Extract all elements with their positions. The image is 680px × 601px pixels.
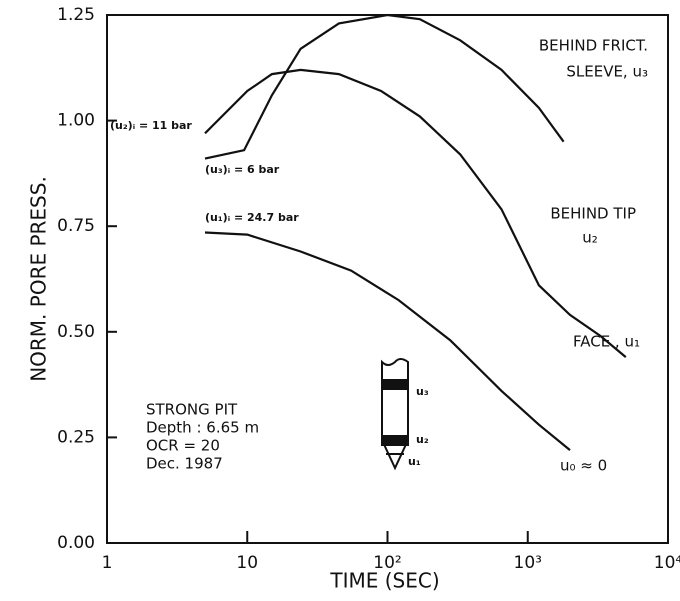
line — [204, 231, 571, 451]
annotation: SLEEVE, u₃ — [566, 63, 648, 81]
y-tick-label: 0.00 — [57, 533, 95, 553]
y-axis-label: NORM. PORE PRESS. — [27, 176, 51, 382]
y-tick-label: 0.25 — [57, 427, 95, 447]
annotation: (u₃)ᵢ = 6 bar — [205, 163, 280, 176]
annotation: Depth : 6.65 m — [146, 419, 259, 437]
x-tick-label: 10⁴ — [654, 553, 680, 573]
x-axis-label: TIME (SEC) — [329, 569, 439, 593]
probe — [381, 358, 409, 471]
y-tick-label: 0.75 — [57, 216, 95, 236]
line — [204, 68, 627, 358]
annotation: Dec. 1987 — [146, 455, 223, 473]
annotation: (u₁)ᵢ = 24.7 bar — [205, 211, 299, 224]
annotation: u₀ ≈ 0 — [560, 457, 607, 475]
annotation: (u₂)ᵢ = 11 bar — [110, 119, 192, 132]
annotation: OCR = 20 — [146, 437, 220, 455]
x-tick-label: 1 — [102, 553, 113, 573]
y-tick-label: 1.25 — [57, 5, 95, 25]
annotation: u₁ — [408, 455, 421, 468]
annotation: BEHIND FRICT. — [539, 37, 648, 55]
annotation: BEHIND TIP — [550, 205, 636, 223]
x-tick-label: 10³ — [514, 553, 542, 573]
annotation: u₃ — [416, 385, 429, 398]
annotation: u₂ — [416, 433, 429, 446]
y-tick-label: 0.50 — [57, 322, 95, 342]
annotation: u₂ — [582, 229, 598, 247]
y-tick-label: 1.00 — [57, 111, 95, 131]
x-tick-label: 10 — [236, 553, 258, 573]
annotation: FACE , u₁ — [573, 333, 640, 351]
line — [204, 13, 565, 160]
annotation: STRONG PIT — [146, 401, 238, 419]
x-tick-label: 10² — [373, 553, 401, 573]
